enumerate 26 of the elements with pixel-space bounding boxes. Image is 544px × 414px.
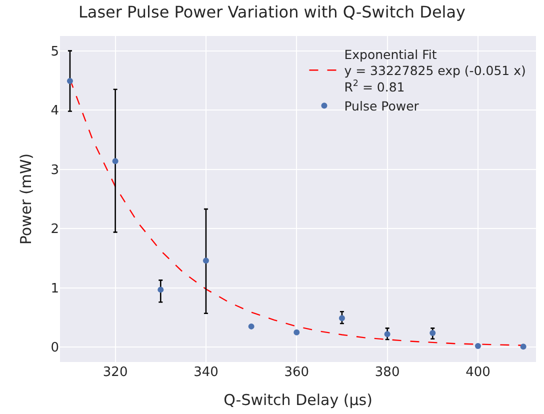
y-tick-label: 3 <box>50 162 59 178</box>
point <box>294 329 300 336</box>
point <box>248 323 254 330</box>
y-tick-label: 5 <box>50 44 59 60</box>
x-tick-label: 340 <box>194 365 218 380</box>
legend-label: Exponential Fit y = 33227825 exp (-0.051 x) R$^{2}$ = 0.81 <box>344 46 526 94</box>
point <box>338 315 345 322</box>
x-tick-label: 360 <box>284 365 310 380</box>
point <box>66 78 73 84</box>
y-tick-label: 4 <box>50 104 59 119</box>
chart-title: Laser Pulse Power Variation with Q-Switch Delay <box>78 2 466 22</box>
point <box>520 344 526 350</box>
x-axis-title: Q-Switch Delay (μs) <box>224 391 372 409</box>
point <box>202 258 209 264</box>
point <box>158 286 164 293</box>
y-axis-title: Power (mW) <box>16 153 35 245</box>
x-tick-label: 400 <box>466 365 490 380</box>
y-tick-label: 0 <box>50 340 59 356</box>
legend-label: Pulse Power <box>344 98 420 114</box>
y-tick-label: 1 <box>50 281 59 296</box>
x-tick-label: 320 <box>102 365 128 380</box>
x-tick-label: 380 <box>374 365 400 380</box>
point <box>384 331 390 338</box>
point <box>430 330 436 336</box>
y-tick-label: 2 <box>50 222 59 238</box>
point <box>112 158 118 164</box>
